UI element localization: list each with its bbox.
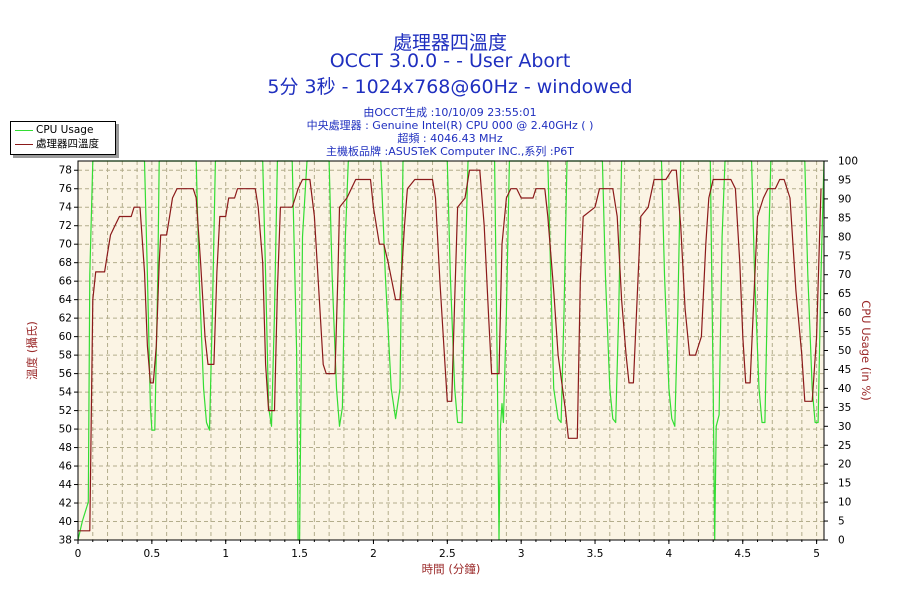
plot-background — [78, 161, 824, 540]
x-tick-label: 4.5 — [734, 548, 751, 560]
y-tick-label: 40 — [59, 516, 72, 528]
y2-tick-label: 85 — [838, 212, 851, 224]
x-tick-label: 1.5 — [291, 548, 308, 560]
y-tick-label: 68 — [59, 257, 72, 269]
legend-swatch-cpu-usage — [15, 129, 33, 131]
y-tick-label: 58 — [59, 350, 72, 362]
y2-tick-label: 0 — [838, 535, 845, 547]
y2-tick-label: 30 — [838, 421, 851, 433]
y-tick-label: 62 — [59, 313, 72, 325]
legend-label-cpu-usage: CPU Usage — [36, 124, 94, 136]
y-tick-label: 44 — [59, 479, 73, 491]
y2-axis-label: CPU Usage (in %) — [859, 300, 873, 401]
chart-subtitle: OCCT 3.0.0 - - User Abort — [329, 50, 571, 72]
y-tick-label: 70 — [59, 239, 72, 251]
x-tick-label: 4 — [666, 548, 673, 560]
y2-tick-label: 15 — [838, 478, 851, 490]
y-tick-label: 60 — [59, 331, 72, 343]
y2-tick-label: 100 — [838, 156, 858, 168]
chart-title: 處理器四溫度 — [392, 32, 507, 54]
legend-item-temperature: 處理器四溫度 — [15, 137, 99, 151]
y-tick-label: 64 — [59, 294, 73, 306]
x-tick-label: 3.5 — [587, 548, 604, 560]
x-tick-label: 5 — [813, 548, 820, 560]
x-tick-label: 3 — [518, 548, 525, 560]
legend-swatch-temperature — [15, 143, 33, 145]
y-axis-label: 溫度 (攝氏) — [25, 321, 39, 380]
x-tick-label: 2 — [370, 548, 377, 560]
y-tick-label: 56 — [59, 368, 73, 380]
x-tick-label: 1 — [222, 548, 229, 560]
y2-tick-label: 95 — [838, 174, 851, 186]
y2-tick-label: 80 — [838, 231, 851, 243]
legend-label-temperature: 處理器四溫度 — [36, 138, 99, 150]
y2-tick-label: 45 — [838, 364, 851, 376]
y-tick-label: 66 — [59, 276, 73, 288]
y-tick-label: 50 — [59, 424, 72, 436]
y2-tick-label: 55 — [838, 326, 851, 338]
y2-tick-label: 10 — [838, 497, 851, 509]
y2-tick-label: 75 — [838, 250, 851, 262]
x-tick-label: 0 — [75, 548, 82, 560]
y2-tick-label: 65 — [838, 288, 851, 300]
axes: 3840424446485052545658606264666870727476… — [25, 156, 873, 577]
y-tick-label: 72 — [59, 220, 72, 232]
y2-tick-label: 35 — [838, 402, 851, 414]
y-tick-label: 46 — [59, 461, 73, 473]
legend-item-cpu-usage: CPU Usage — [15, 123, 93, 137]
y-tick-label: 54 — [59, 387, 73, 399]
y2-tick-label: 20 — [838, 459, 851, 471]
y2-tick-label: 50 — [838, 345, 851, 357]
y2-tick-label: 70 — [838, 269, 851, 281]
frequency-info: 超頻 : 4046.43 MHz — [397, 132, 503, 145]
y-tick-label: 76 — [59, 183, 73, 195]
cpu-info: 中央處理器 : Genuine Intel(R) CPU 000 @ 2.40G… — [306, 119, 594, 132]
y-tick-label: 42 — [59, 498, 72, 510]
y-tick-label: 48 — [59, 442, 72, 454]
x-axis-label: 時間 (分鐘) — [422, 562, 481, 576]
generated-info: 由OCCT生成 :10/10/09 23:55:01 — [363, 106, 537, 119]
plot-area — [78, 161, 824, 540]
y2-tick-label: 25 — [838, 440, 851, 452]
y2-tick-label: 90 — [838, 193, 851, 205]
y2-tick-label: 5 — [838, 516, 845, 528]
y-tick-label: 74 — [59, 202, 73, 214]
run-info: 5分 3秒 - 1024x768@60Hz - windowed — [267, 76, 633, 98]
y2-tick-label: 40 — [838, 383, 851, 395]
series-line-temperature — [78, 169, 822, 532]
y-tick-label: 38 — [59, 535, 72, 547]
y-tick-label: 52 — [59, 405, 72, 417]
y2-tick-label: 60 — [838, 307, 851, 319]
x-tick-label: 2.5 — [439, 548, 456, 560]
motherboard-info: 主機板品牌 :ASUSTeK Computer INC.,系列 :P6T — [326, 145, 574, 158]
x-tick-label: 0.5 — [144, 548, 161, 560]
chart-legend: CPU Usage 處理器四溫度 — [10, 121, 116, 155]
y-tick-label: 78 — [59, 165, 72, 177]
